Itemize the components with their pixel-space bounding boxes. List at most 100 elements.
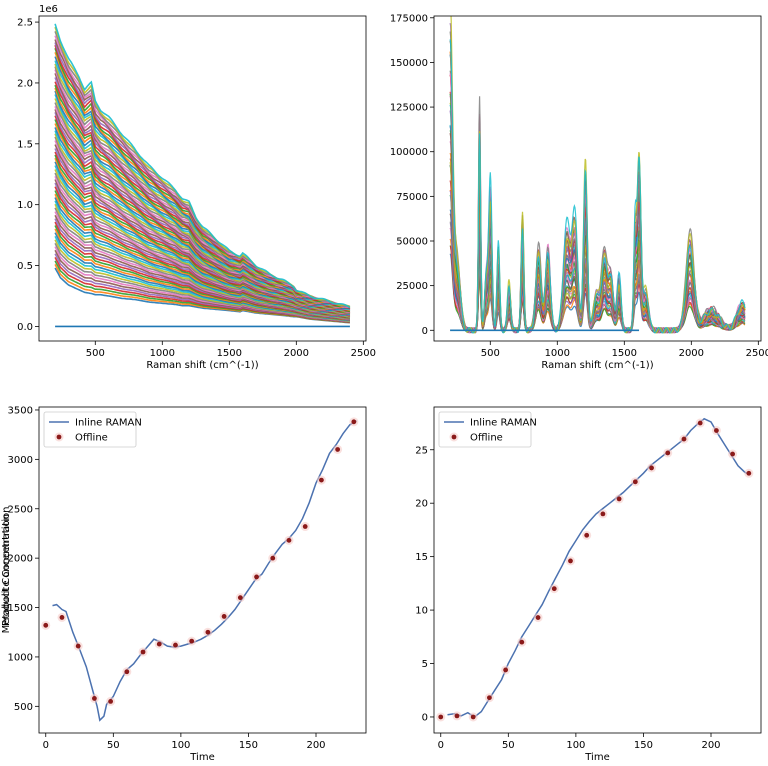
y-tick-label: 20 [415,499,428,510]
spectrum-line [449,190,746,333]
x-axis-label: Time [584,752,609,763]
y-tick-label: 0 [422,712,428,723]
offline-point [487,695,492,701]
y-tick-label: 1.5 [17,139,33,150]
y-tick-label: 2500 [8,504,33,515]
offline-point [140,649,146,655]
offline-point [302,524,308,529]
spectra-lines [54,23,351,328]
y-tick-label: 0.5 [17,261,33,272]
y-tick-label: 2.0 [17,78,33,89]
spectrum-line [449,39,746,334]
offline-point [470,714,476,720]
y-tick-label: 2.5 [17,18,33,29]
y-tick-label: 3000 [8,455,33,466]
y-offset-label: 1e6 [39,4,58,15]
x-tick-label: 200 [306,740,325,751]
y-tick-label: 175000 [390,13,428,24]
offline-point [189,638,195,644]
y-tick-label: 1000 [8,652,33,663]
offline-point [124,669,130,675]
offline-point [156,641,162,647]
offline-point [254,574,259,580]
offline-point [665,450,671,456]
spectrum-line [449,31,746,334]
x-tick-label: 1000 [150,348,175,359]
x-tick-label: 1000 [545,348,570,359]
y-tick-label: 15 [415,552,428,563]
offline-point [714,428,719,433]
offline-point [59,615,65,620]
spectrum-line [450,16,746,334]
x-tick-label: 2500 [746,348,768,359]
offline-point [270,555,276,561]
offline-point [92,696,97,701]
x-tick-label: 1500 [612,348,637,359]
offline-point [681,436,687,442]
spectrum-line [54,94,351,312]
offline-point [503,667,509,673]
offline-point [632,479,638,485]
y-tick-label: 25000 [396,281,428,292]
y-tick-label: 125000 [390,103,428,114]
offline-point [730,451,736,457]
offline-point [205,629,211,635]
y-tick-label: 5 [422,659,428,670]
spectrum-line [54,26,351,308]
x-axis-label: Raman shift (cm^(-1)) [541,360,653,371]
legend-box [438,411,532,448]
legend-point-swatch [56,434,62,440]
offline-point [237,595,243,601]
offline-point [43,622,49,628]
inline-raman-line [447,417,750,718]
x-tick-label: 500 [481,348,500,359]
spectrum-line [449,22,746,334]
x-tick-label: 50 [107,740,120,751]
spectrum-line [449,40,745,334]
y-tick-label: 3500 [8,405,33,416]
spectrum-line [54,136,351,315]
spectrum-line [54,23,351,309]
y-tick-label: 25 [415,445,428,456]
plot-frame [38,406,367,734]
offline-point [697,420,703,426]
spectrum-line [54,48,351,310]
offline-point [351,419,357,425]
x-tick-label: 150 [239,740,258,751]
x-tick-label: 150 [634,740,653,751]
offline-point [584,532,590,538]
offline-point [616,496,622,502]
y-tick-label: 0 [422,326,428,337]
y-tick-label: 1.0 [17,200,33,211]
y-tick-label: 500 [14,702,33,713]
x-tick-label: 2000 [679,348,704,359]
x-axis-label: Raman shift (cm^(-1)) [146,360,258,371]
offline-point [173,642,178,648]
legend: Inline RAMAN Offline [43,411,142,448]
x-tick-label: 0 [438,740,444,751]
legend-label-offline: Offline [75,433,108,444]
plot-frame [38,15,367,342]
x-tick-label: 100 [171,740,190,751]
y-axis-label: Product Concentration [1,514,12,626]
legend: Inline RAMAN Offline [438,411,537,448]
spectra-lines [449,16,746,334]
offline-point [286,537,292,543]
x-tick-label: 1500 [217,348,242,359]
offline-point [108,698,114,704]
offline-point [319,477,324,483]
plot-frame [433,406,762,734]
spectrum-line [54,73,351,311]
x-tick-label: 50 [502,740,515,751]
y-tick-label: 50000 [396,237,428,248]
plot-frame [433,15,762,342]
y-tick-label: 150000 [390,58,428,69]
legend-box [43,411,137,448]
legend-label-inline-raman: Inline RAMAN [470,418,537,429]
offline-point [600,511,606,517]
offline-point [335,447,341,452]
x-axis-label: Time [189,752,214,763]
preprocessed-spectra-chart: 500 1000 1500 2000 2500025000500007500010000… [390,13,768,371]
